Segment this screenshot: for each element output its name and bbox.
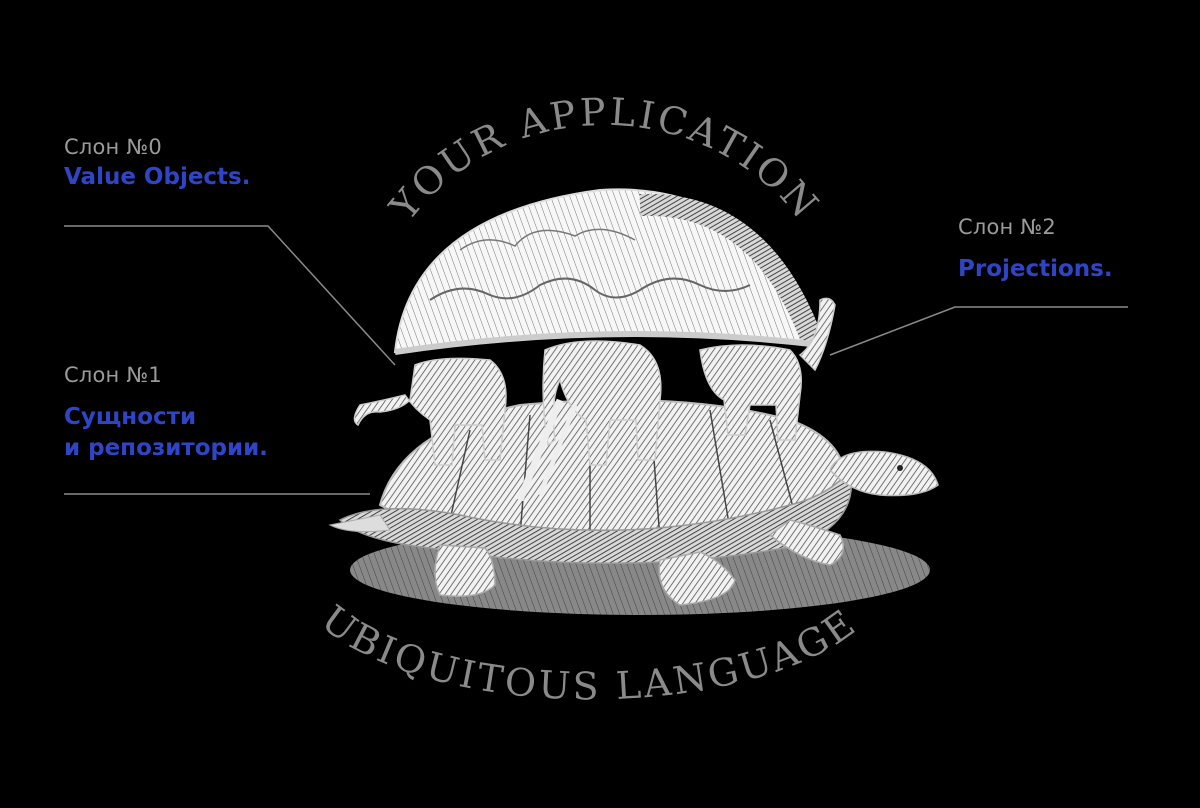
elephant-left-figure (353, 357, 507, 466)
elephant-0-label: Слон №0 Value Objects. (64, 132, 250, 193)
elephant-center-figure (516, 340, 662, 502)
world-dome (393, 188, 823, 355)
elephant-2-title: Projections. (958, 256, 1113, 282)
elephant-1-title-line-2: и репозитории. (64, 435, 268, 461)
elephant-1-title-line-1: Сущности (64, 404, 197, 430)
leader-line-elephant-0 (64, 225, 396, 366)
leader-lines (64, 225, 1128, 495)
elephant-0-caption: Слон №0 (64, 135, 162, 159)
elephant-1-caption: Слон №1 (64, 363, 162, 387)
elephant-2-caption: Слон №2 (958, 215, 1056, 239)
elephant-0-title: Value Objects. (64, 164, 251, 190)
elephant-1-label: Слон №1 Сущности и репозитории. (64, 360, 268, 464)
elephant-right-figure (699, 297, 836, 441)
elephant-2-label: Слон №2 Projections. (958, 212, 1113, 285)
leader-line-elephant-2 (829, 306, 1128, 356)
